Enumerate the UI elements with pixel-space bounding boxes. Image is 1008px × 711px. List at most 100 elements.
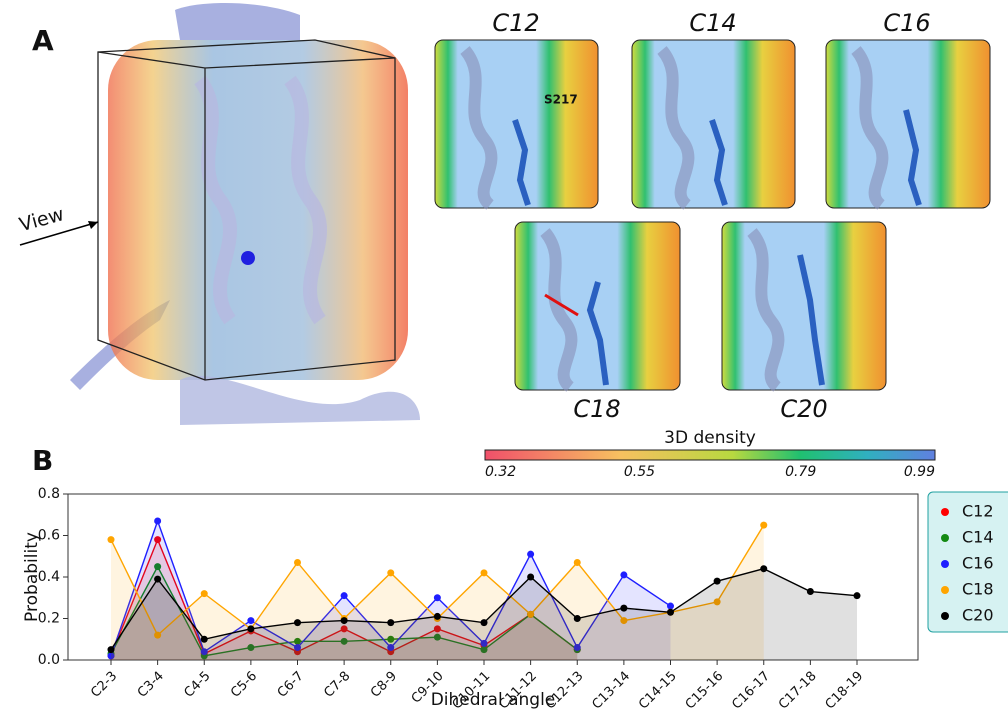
- data-point: [247, 617, 255, 625]
- series-area: [111, 539, 578, 660]
- x-tick-label: C5-6: [228, 669, 260, 701]
- data-point: [620, 571, 628, 579]
- legend-marker: [941, 586, 949, 594]
- data-point: [853, 592, 861, 600]
- data-point: [294, 619, 301, 627]
- data-point: [154, 575, 162, 583]
- y-tick-label: 0.6: [38, 528, 60, 544]
- data-point: [573, 615, 581, 622]
- x-tick-label: C13-14: [589, 669, 633, 711]
- x-tick-label: C16-17: [729, 669, 773, 711]
- data-point: [340, 637, 348, 645]
- data-point: [713, 577, 721, 585]
- data-point: [480, 569, 488, 577]
- panel-label: B: [32, 444, 53, 477]
- data-point: [527, 550, 535, 558]
- snapshot: [434, 39, 599, 210]
- legend-marker: [941, 508, 949, 516]
- snapshot-title: C16: [883, 9, 930, 37]
- x-tick-label: C8-9: [368, 669, 400, 701]
- data-point: [247, 625, 255, 633]
- colorbar-tick-label: 0.55: [624, 464, 655, 480]
- panel-label: A: [32, 24, 54, 57]
- data-point: [340, 592, 348, 600]
- data-point: [200, 635, 208, 643]
- data-point: [387, 569, 395, 577]
- x-tick-label: C14-15: [636, 669, 680, 711]
- legend-marker: [941, 560, 949, 568]
- snapshot-title: C18: [573, 395, 620, 423]
- colorbar-tick-label: 0.32: [485, 464, 516, 480]
- data-point: [760, 521, 768, 529]
- data-point: [433, 633, 441, 641]
- snapshot-title: C14: [689, 9, 736, 37]
- density-render: [70, 3, 420, 425]
- data-point: [154, 631, 162, 639]
- snapshot: [825, 39, 991, 210]
- legend-label: C16: [962, 554, 994, 573]
- x-tick-label: C6-7: [275, 669, 307, 701]
- legend-marker: [941, 534, 949, 542]
- data-point: [154, 536, 162, 544]
- y-axis-label: Probability: [22, 532, 42, 622]
- data-point: [294, 558, 301, 566]
- data-point: [340, 617, 348, 625]
- data-point: [107, 652, 115, 660]
- data-point: [387, 644, 395, 652]
- x-tick-label: C17-18: [776, 669, 820, 711]
- x-tick-label: C3-4: [135, 669, 167, 701]
- data-point: [294, 644, 301, 652]
- x-tick-label: C15-16: [683, 669, 727, 711]
- data-point: [433, 625, 441, 633]
- data-point: [667, 608, 674, 616]
- snapshot: [631, 39, 796, 210]
- x-axis-label: Dihedral angle: [431, 690, 556, 710]
- y-tick-label: 0.8: [38, 486, 60, 502]
- y-tick-label: 0.2: [38, 611, 60, 627]
- y-tick-label: 0.0: [38, 652, 60, 668]
- data-point: [154, 563, 162, 571]
- data-point: [247, 644, 255, 652]
- data-point: [667, 602, 674, 610]
- arrow-head: [88, 221, 98, 229]
- data-point: [387, 619, 395, 627]
- data-point: [620, 604, 628, 612]
- data-point: [573, 558, 581, 566]
- data-point: [387, 635, 395, 643]
- legend-label: C18: [962, 580, 994, 599]
- data-point: [573, 644, 581, 652]
- data-point: [340, 625, 348, 633]
- data-point: [433, 612, 441, 620]
- data-point: [713, 598, 721, 606]
- x-tick-label: C18-19: [823, 669, 867, 711]
- data-point: [760, 565, 768, 573]
- data-point: [527, 610, 535, 618]
- data-point: [107, 536, 115, 544]
- data-point: [107, 646, 115, 654]
- data-point: [200, 590, 208, 598]
- data-point: [480, 619, 488, 627]
- x-tick-label: C4-5: [182, 669, 214, 701]
- data-point: [527, 573, 535, 581]
- snapshot-title: C12: [492, 9, 539, 37]
- legend-label: C12: [962, 502, 994, 521]
- legend-label: C20: [962, 606, 994, 625]
- view-arrow: [19, 221, 99, 246]
- residue-label: S217: [544, 93, 578, 107]
- x-tick-label: C2-3: [88, 669, 120, 701]
- snapshot: [514, 221, 681, 392]
- data-point: [480, 639, 488, 647]
- data-point: [620, 617, 628, 625]
- colorbar-label: 3D density: [664, 428, 756, 448]
- colorbar-tick-label: 0.79: [785, 464, 816, 480]
- colorbar: [484, 449, 936, 461]
- view-label: View: [17, 203, 66, 236]
- data-point: [200, 648, 208, 656]
- data-point: [154, 517, 162, 525]
- x-tick-label: C7-8: [321, 669, 353, 701]
- data-point: [433, 594, 441, 602]
- data-point: [294, 637, 301, 645]
- snapshot-title: C20: [780, 395, 827, 423]
- legend-marker: [941, 612, 949, 620]
